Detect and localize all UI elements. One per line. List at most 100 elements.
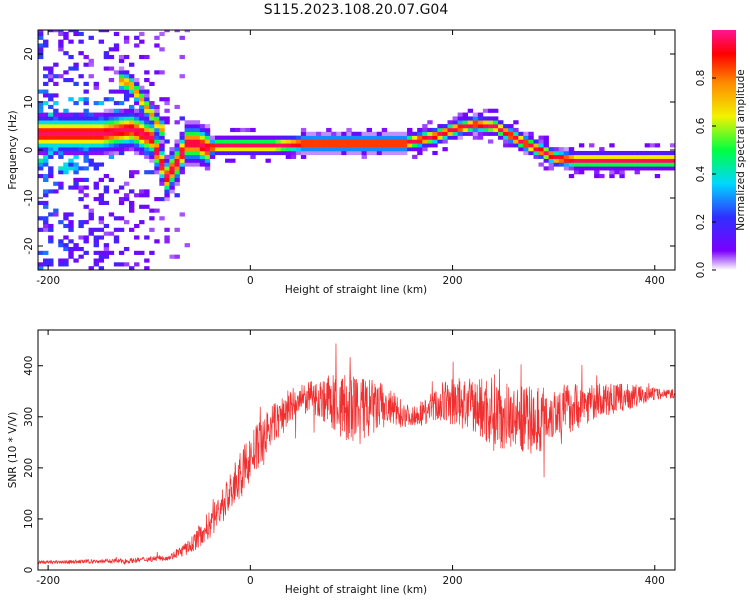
heatmap-cell: [78, 147, 84, 152]
heatmap-cell: [108, 66, 115, 71]
heatmap-cell: [311, 143, 317, 148]
heatmap-cell: [204, 150, 211, 156]
heatmap-cell: [594, 162, 600, 167]
heatmap-cell: [164, 139, 170, 144]
heatmap-cell: [123, 139, 130, 144]
heatmap-cell: [386, 131, 393, 136]
heatmap-cell: [599, 174, 605, 179]
heatmap-cell: [467, 131, 474, 136]
heatmap-cell: [326, 131, 332, 136]
heatmap-cell: [346, 150, 352, 156]
heatmap-cell: [477, 127, 484, 133]
snr-y-tick-label: 0: [23, 567, 35, 574]
heatmap-cell: [235, 135, 241, 140]
heatmap-cell: [523, 147, 529, 152]
heatmap-cell: [321, 147, 327, 152]
heatmap-cell: [139, 124, 145, 129]
heatmap-cell: [538, 154, 544, 159]
heatmap-cell: [204, 162, 211, 167]
heatmap-cell: [144, 70, 150, 75]
heatmap-cell: [407, 131, 413, 136]
heatmap-cell: [634, 150, 640, 156]
heatmap-cell: [235, 139, 241, 144]
heatmap-cell: [68, 212, 74, 217]
heatmap-cell: [649, 162, 656, 167]
heatmap-cell: [93, 139, 99, 144]
heatmap-cell: [78, 131, 84, 136]
heatmap-cell: [68, 78, 74, 83]
heatmap-cell: [285, 135, 292, 140]
heatmap-cell: [568, 147, 575, 152]
heatmap-cell: [154, 166, 160, 171]
heatmap-cell: [240, 143, 246, 148]
heatmap-cell: [93, 127, 99, 133]
heatmap-cell: [93, 135, 99, 140]
heatmap-cell: [174, 147, 180, 152]
heatmap-cell: [265, 135, 271, 140]
heatmap-cell: [209, 135, 216, 140]
heatmap-cell: [88, 216, 94, 221]
heatmap-cell: [442, 135, 448, 140]
heatmap-cell: [664, 166, 671, 171]
heatmap-cell: [164, 170, 170, 175]
heatmap-cell: [154, 147, 160, 152]
heatmap-cell: [568, 150, 575, 156]
heatmap-cell: [78, 135, 84, 140]
heatmap-cell: [43, 174, 49, 179]
heatmap-cell: [149, 116, 155, 121]
heatmap-cell: [129, 108, 135, 113]
heatmap-cell: [139, 127, 145, 133]
heatmap-cell: [589, 143, 595, 148]
heatmap-cell: [427, 143, 433, 148]
heatmap-cell: [346, 139, 352, 144]
heatmap-cell: [103, 108, 110, 113]
heatmap-cell: [659, 154, 666, 159]
heatmap-cell: [179, 170, 185, 175]
heatmap-cell: [68, 166, 74, 171]
heatmap-cell: [346, 135, 352, 140]
heatmap-cell: [53, 189, 59, 194]
heatmap-cell: [452, 120, 458, 125]
heatmap-cell: [154, 158, 160, 163]
heatmap-cell: [83, 239, 89, 244]
heatmap-cell: [214, 143, 221, 148]
heatmap-cell: [88, 158, 94, 163]
heatmap-cell: [98, 197, 105, 202]
heatmap-cell: [58, 258, 64, 263]
heatmap-cell: [159, 70, 165, 75]
heatmap-cell: [83, 235, 89, 240]
heatmap-cell: [255, 143, 261, 148]
heatmap-cell: [396, 139, 403, 144]
heatmap-cell: [38, 143, 44, 148]
heatmap-cell: [498, 127, 504, 133]
heatmap-cell: [98, 220, 105, 225]
heatmap-cell: [53, 212, 59, 217]
heatmap-cell: [482, 131, 489, 136]
heatmap-cell: [164, 189, 170, 194]
heatmap-cell: [73, 127, 79, 133]
heatmap-cell: [336, 147, 342, 152]
heatmap-cell: [144, 139, 150, 144]
heatmap-cell: [159, 216, 165, 221]
heatmap-cell: [442, 147, 448, 152]
heatmap-cell: [113, 135, 120, 140]
heatmap-cell: [209, 154, 216, 159]
heatmap-cell: [498, 131, 504, 136]
heatmap-cell: [275, 143, 281, 148]
heatmap-cell: [245, 150, 251, 156]
heatmap-cell: [83, 154, 89, 159]
heatmap-cell: [48, 30, 54, 33]
heatmap-cell: [129, 85, 135, 90]
heatmap-cell: [43, 93, 49, 98]
heatmap-cell: [230, 158, 236, 163]
heatmap-cell: [184, 30, 190, 33]
colorbar-gradient: [712, 30, 736, 270]
heatmap-cell: [154, 150, 160, 156]
heatmap-cell: [376, 139, 383, 144]
heatmap-cell: [38, 43, 44, 48]
heatmap-cell: [134, 93, 140, 98]
spectrogram-y-ticks: -20 -10 0 10 20: [23, 47, 675, 255]
heatmap-cell: [518, 135, 524, 140]
heatmap-cell: [493, 124, 499, 129]
heatmap-cell: [614, 162, 620, 167]
